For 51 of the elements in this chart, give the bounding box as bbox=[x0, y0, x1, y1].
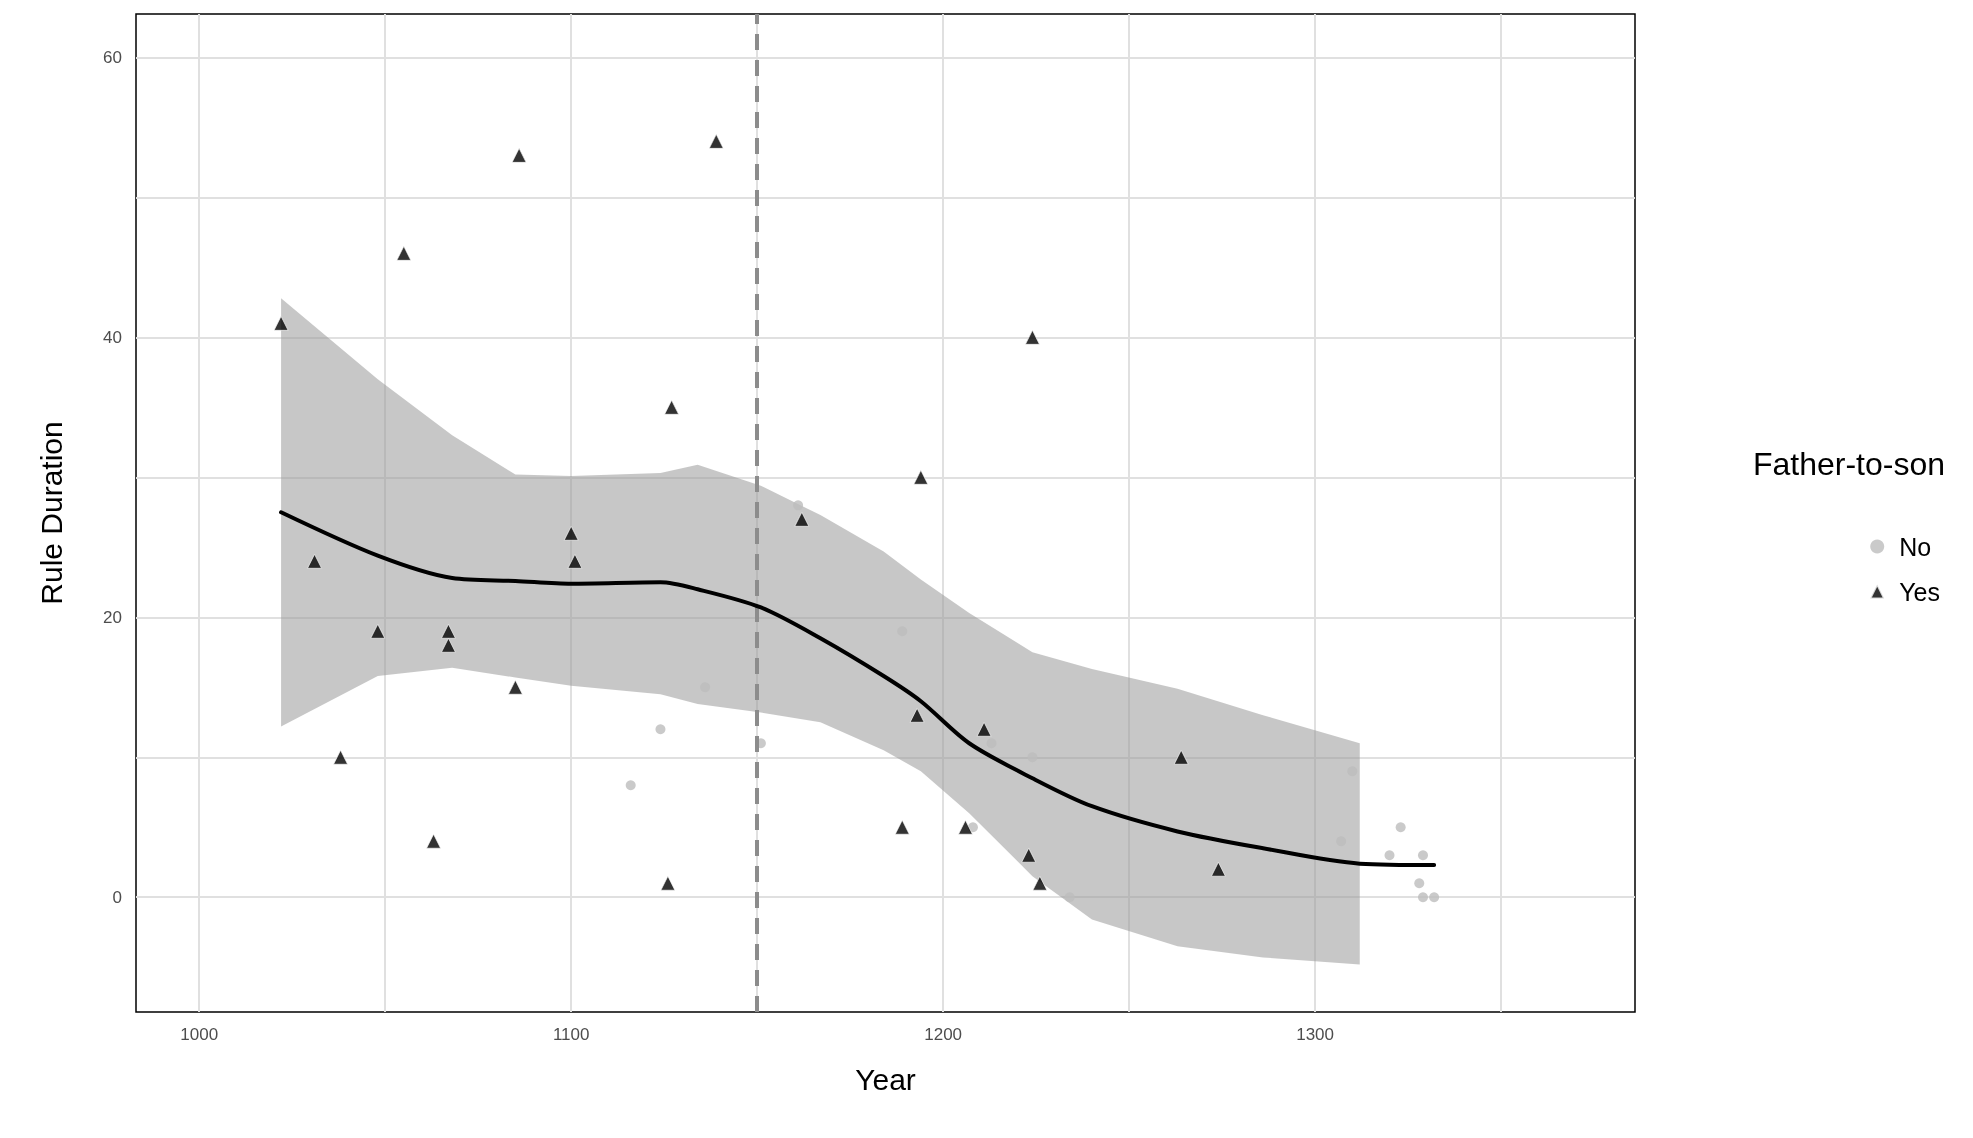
point bbox=[958, 819, 973, 835]
point bbox=[1417, 850, 1428, 861]
point bbox=[913, 469, 929, 485]
point bbox=[508, 679, 523, 695]
point bbox=[396, 245, 412, 261]
point bbox=[563, 525, 579, 541]
line-series bbox=[279, 510, 1437, 868]
point bbox=[426, 833, 441, 849]
point bbox=[708, 133, 724, 149]
point bbox=[333, 749, 348, 765]
point bbox=[625, 780, 636, 791]
point bbox=[1025, 329, 1040, 345]
point bbox=[664, 399, 680, 415]
point bbox=[441, 623, 456, 639]
point bbox=[273, 315, 289, 331]
point bbox=[1173, 749, 1189, 765]
x-tick-label: 1100 bbox=[552, 1025, 590, 1044]
y-axis-title: Rule Duration bbox=[34, 421, 68, 605]
legend-label: Yes bbox=[1899, 577, 1941, 606]
point bbox=[1032, 875, 1048, 891]
point bbox=[909, 707, 925, 723]
x-axis-title: Year bbox=[855, 1062, 916, 1096]
x-tick-label: 1200 bbox=[924, 1025, 963, 1044]
point bbox=[1417, 892, 1428, 903]
point bbox=[1064, 892, 1075, 903]
point bbox=[567, 553, 583, 569]
point bbox=[655, 724, 666, 735]
point bbox=[794, 511, 810, 527]
point bbox=[1395, 822, 1406, 833]
point bbox=[370, 623, 386, 639]
x-tick-label: 1300 bbox=[1296, 1025, 1335, 1044]
point bbox=[441, 637, 456, 653]
y-tick-label: 40 bbox=[103, 327, 122, 347]
point bbox=[307, 553, 322, 569]
legend-title: Father-to-son bbox=[1752, 446, 1945, 482]
point bbox=[511, 147, 527, 163]
y-tick-label: 20 bbox=[103, 607, 122, 627]
point bbox=[660, 875, 676, 891]
y-tick-label: 0 bbox=[112, 887, 122, 907]
x-tick-label: 1000 bbox=[180, 1025, 219, 1044]
point bbox=[1429, 892, 1440, 903]
point bbox=[1414, 878, 1425, 889]
point bbox=[1021, 847, 1037, 863]
point bbox=[976, 721, 992, 737]
point bbox=[986, 738, 997, 749]
point bbox=[1384, 850, 1395, 861]
point bbox=[793, 500, 804, 511]
y-tick-label: 60 bbox=[103, 47, 122, 67]
point bbox=[894, 819, 910, 835]
point bbox=[1211, 861, 1226, 877]
legend-label: No bbox=[1899, 532, 1932, 561]
